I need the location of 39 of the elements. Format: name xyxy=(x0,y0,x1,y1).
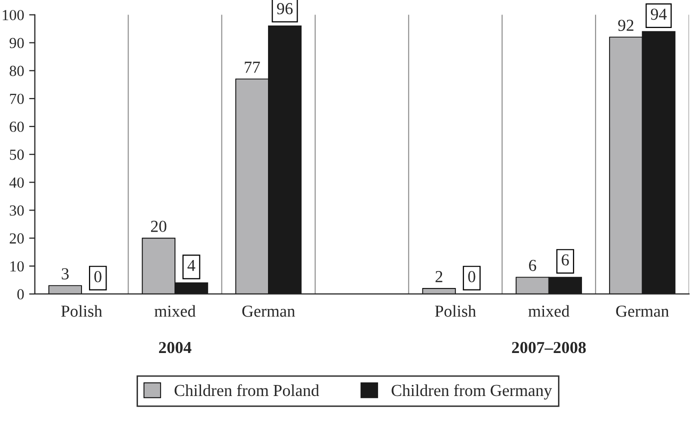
x-tick-label: Polish xyxy=(61,305,102,317)
y-tick-label: 90 xyxy=(10,38,24,48)
data-label: 96 xyxy=(277,3,293,14)
y-tick-label: 100 xyxy=(2,10,24,20)
x-tick-label: German xyxy=(616,306,669,317)
bar xyxy=(235,78,269,294)
data-label: 77 xyxy=(244,62,260,73)
bar xyxy=(609,36,643,294)
y-tick-label: 10 xyxy=(10,261,24,272)
bar xyxy=(422,288,456,294)
data-label: 6 xyxy=(562,254,569,266)
legend-label: Children from Poland xyxy=(174,384,320,396)
data-label: 0 xyxy=(94,271,102,282)
data-label: 94 xyxy=(650,8,667,20)
x-tick-label: mixed xyxy=(528,305,570,317)
y-tick-label: 60 xyxy=(10,122,24,132)
bar xyxy=(142,238,176,294)
data-label: 6 xyxy=(529,260,536,272)
data-label: 92 xyxy=(618,20,634,31)
text: 2007–2008 xyxy=(512,342,586,354)
x-tick-label: Polish xyxy=(435,305,476,317)
data-label: 2 xyxy=(436,271,442,282)
y-tick-label: 20 xyxy=(10,233,24,244)
y-tick-label: 40 xyxy=(9,177,24,188)
y-tick-label: 0 xyxy=(17,289,24,300)
data-label: 3 xyxy=(62,268,69,280)
y-tick-label: 50 xyxy=(10,150,24,160)
bar xyxy=(516,276,550,294)
y-tick-label: 70 xyxy=(10,94,24,104)
x-tick-label: mixed xyxy=(154,305,196,317)
legend-label: Children from Germany xyxy=(392,384,552,400)
y-tick-label: 30 xyxy=(10,205,24,216)
data-label: 20 xyxy=(151,220,166,232)
data-label: 4 xyxy=(188,260,196,271)
bar xyxy=(48,285,82,294)
text: 2004 xyxy=(159,342,192,354)
data-label: 0 xyxy=(468,271,476,282)
y-tick-label: 80 xyxy=(10,66,24,76)
x-tick-label: German xyxy=(242,306,296,317)
